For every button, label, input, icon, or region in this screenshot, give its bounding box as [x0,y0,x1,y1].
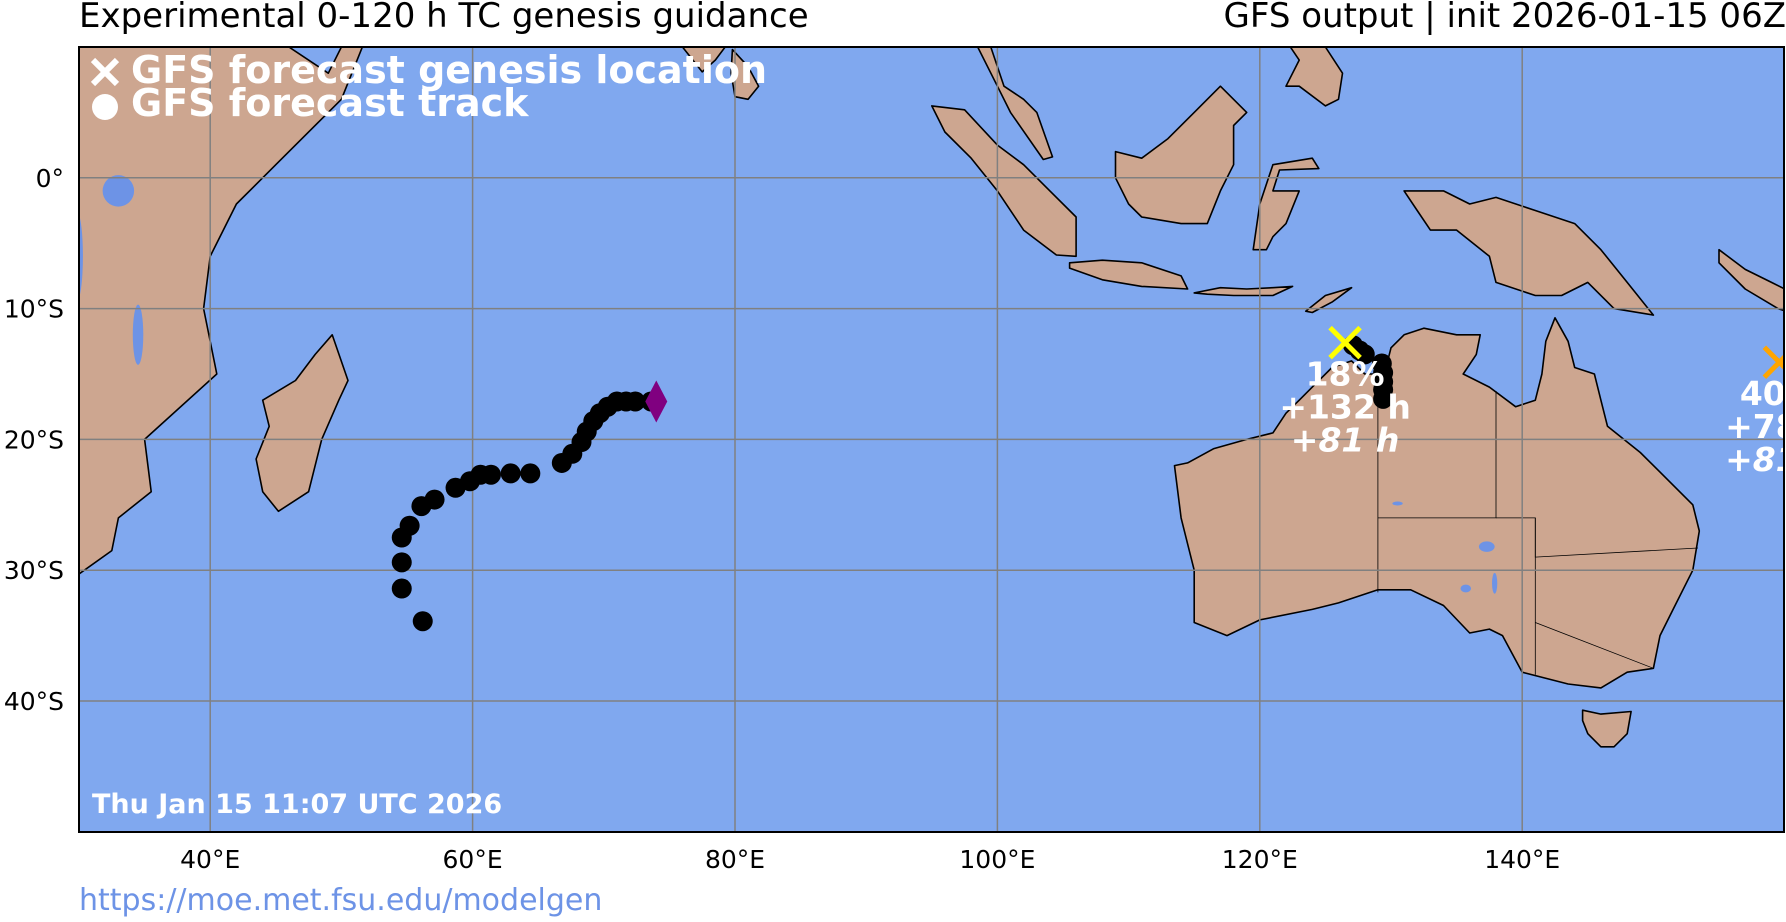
lon-tick-label: 140°E [1484,845,1560,874]
genesis-x-marker [1328,325,1362,360]
map-title: Experimental 0-120 h TC genesis guidance [79,0,809,36]
lon-tick-label: 120°E [1222,845,1298,874]
lon-tick-label: 40°E [180,845,240,874]
genesis-lead-time: +78 h [1725,407,1786,446]
lake-eyre [1478,541,1495,552]
track-legend-icon [92,94,118,120]
tasmania-landmass [1581,709,1632,748]
lake-torrens [1492,572,1498,594]
genesis-time-delta: +81 h [1291,421,1400,460]
track-point [500,463,521,484]
solomon-landmass [1718,248,1784,312]
lon-tick-label: 60°E [443,845,503,874]
lake-victoria [102,175,135,207]
track-point [1354,344,1375,365]
landmasses [79,47,1784,748]
track-point [1373,388,1394,409]
track-point [551,452,572,473]
lon-tick-label: 100°E [959,845,1035,874]
forecast-tracks [391,335,1394,632]
lat-tick-label: 0° [36,164,64,193]
genesis-x-marker [1762,345,1784,379]
longitude-tick-labels: 40°E 60°E 80°E 100°E 120°E 140°E [180,845,1560,874]
genesis-time-delta: +81 h [1725,440,1786,479]
lat-tick-label: 30°S [4,556,64,585]
lat-tick-label: 40°S [4,687,64,716]
sulawesi-landmass [1252,157,1320,251]
gridlines [79,47,1784,832]
track-point [520,463,541,484]
sri-lanka-landmass [730,48,760,101]
map-frame [78,46,1785,833]
madagascar-landmass [255,334,349,513]
lat-tick-label: 10°S [4,295,64,324]
india-tip-landmass [681,47,727,73]
java-landmass [1068,259,1189,290]
genesis-probability: 40% [1740,374,1786,413]
lesser-sunda-landmass [1193,285,1294,297]
lon-tick-label: 80°E [705,845,765,874]
lake-amadeus [1392,501,1403,506]
timestamp-label: Thu Jan 15 11:07 UTC 2026 [92,789,502,820]
nsw-vic-border [1535,622,1654,669]
footer-url-link[interactable]: https://moe.met.fsu.edu/modelgen [79,883,603,918]
legend-genesis-label: GFS forecast genesis location [131,48,767,92]
legend: GFS forecast genesis location GFS foreca… [90,48,767,125]
timor-landmass [1304,286,1353,314]
legend-track-label: GFS forecast track [131,81,529,125]
genesis-lead-time: +132 h [1279,388,1411,427]
genesis-markers: 18%+132 h+81 h40%+78 h+81 h [1279,325,1786,479]
lake-malawi [132,304,144,365]
lake-tanganyika [79,214,83,299]
lat-tick-label: 20°S [4,425,64,454]
init-time-title: GFS output | init 2026-01-15 06Z [1223,0,1786,36]
borneo-landmass [1114,85,1248,225]
legend-x-strokes [90,57,120,87]
track-point [412,611,433,632]
track-point [391,578,412,599]
latitude-tick-labels: 0° 10°S 20°S 30°S 40°S [4,164,64,716]
track-point [411,496,432,517]
track-point [391,552,412,573]
genesis-probability: 18% [1306,355,1385,394]
lake-gairdner [1460,584,1472,593]
track-point [445,477,466,498]
genesis-legend-icon [90,57,120,87]
qld-border [1496,517,1699,558]
philippines-landmass [1285,47,1344,107]
track-point [391,527,412,548]
track-end-marker [645,380,668,423]
australia-landmass [1173,317,1701,689]
